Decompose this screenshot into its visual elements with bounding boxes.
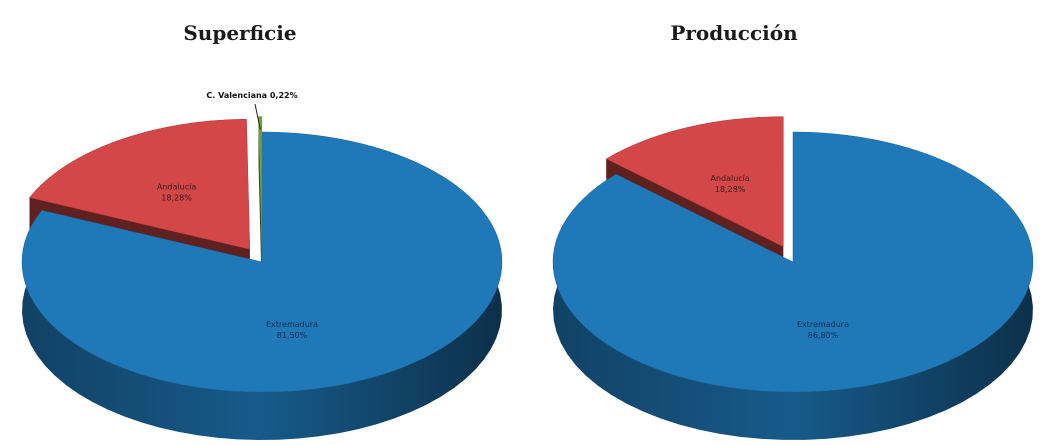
slice-andaluc-a [29,118,251,250]
slice-cut [258,116,262,295]
slice-andaluc-a [605,116,784,248]
slice-label: Extremadura [266,320,318,329]
chart-produccion: Producción Extremadura 86,80% Andalucía 18,… [552,21,1034,440]
slice-label: Andalucía [157,183,196,192]
slice-value-label: 81,50% [277,331,308,340]
pie-superficie: Extremadura 81,50% Andalucía 18,28% C. Valen… [21,91,503,440]
slice-value-label: 18,28% [161,194,192,203]
slice-extremadura [21,131,503,393]
slice-label: Andalucía [710,174,749,183]
chart-title: Superficie [183,21,296,45]
callout-line [254,103,261,130]
chart-superficie: Superficie Extremadura 81,50% Andalucía 18,… [21,21,503,440]
chart-title: Producción [670,21,798,45]
pie-produccion: Extremadura 86,80% Andalucía 18,28% [552,116,1034,440]
slice-value-label: 18,28% [715,185,746,194]
slice-c-valenciana [258,116,263,247]
slice-value-label: 86,80% [808,331,839,340]
callout-label: C. Valenciana 0,22% [206,91,297,100]
slice-label: Extremadura [797,320,849,329]
slice-extremadura [552,131,1034,393]
